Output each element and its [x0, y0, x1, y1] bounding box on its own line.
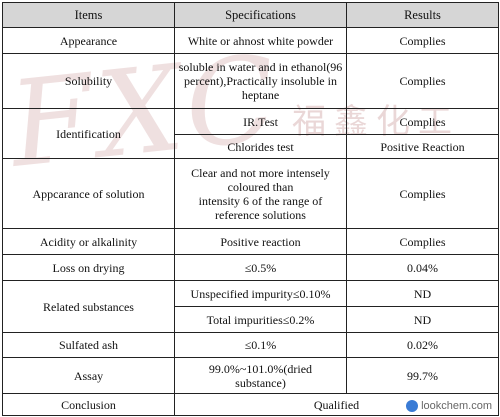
spec-total-impurities: Total impurities≤0.2% — [174, 306, 347, 333]
spec-assay: 99.0%~101.0%(dried substance) — [174, 357, 347, 394]
result-loss-on-drying: 0.04% — [346, 254, 499, 281]
spec-line: coloured than — [227, 179, 294, 194]
result-sulfated-ash: 0.02% — [346, 332, 499, 358]
spec-ir-test: IR.Test — [174, 108, 347, 135]
table-row: Chlorides test Positive Reaction — [3, 134, 499, 159]
table-row: Loss on drying ≤0.5% 0.04% — [2, 254, 499, 281]
spec-unspecified-impurity: Unspecified impurity≤0.10% — [174, 280, 347, 307]
lookchem-logo-icon — [406, 400, 419, 412]
spec-line: reference solutions — [215, 207, 306, 222]
table-row: Appcarance of solution Clear and not mor… — [2, 158, 499, 229]
spec-line: substance) — [235, 375, 286, 390]
item-sulfated-ash: Sulfated ash — [2, 332, 175, 358]
credit-text: lookchem.com — [421, 400, 492, 412]
spec-appearance: White or ahnost white powder — [174, 27, 347, 54]
item-acidity: Acidity or alkalinity — [2, 228, 175, 255]
lookchem-credit: lookchem.com — [406, 400, 492, 412]
result-acidity: Complies — [346, 228, 499, 255]
spec-line: 99.0%~101.0%(dried — [208, 361, 313, 376]
item-identification: Identification — [2, 108, 175, 159]
spec-chlorides-test: Chlorides test — [174, 134, 347, 159]
result-chlorides-test: Positive Reaction — [346, 134, 499, 159]
table-row: Acidity or alkalinity Positive reaction … — [2, 228, 499, 255]
result-conclusion: Qualified — [174, 393, 499, 416]
spec-loss-on-drying: ≤0.5% — [174, 254, 347, 281]
table-row: Conclusion Qualified — [2, 393, 499, 416]
result-total-impurities: ND — [346, 306, 499, 333]
spec-line: Clear and not more intensely — [191, 165, 330, 180]
item-appearance: Appearance — [2, 27, 175, 54]
spec-sulfated-ash: ≤0.1% — [174, 332, 347, 358]
item-loss-on-drying: Loss on drying — [2, 254, 175, 281]
header-row: Items Specifications Results — [2, 2, 499, 28]
table-row: Solubility soluble in water and in ethan… — [2, 53, 499, 109]
header-items: Items — [2, 2, 175, 28]
item-conclusion: Conclusion — [2, 393, 175, 416]
spec-appearance-solution: Clear and not more intensely coloured th… — [174, 158, 347, 229]
table-row: Related substances Unspecified impurity≤… — [2, 280, 499, 333]
spec-acidity: Positive reaction — [174, 228, 347, 255]
table-row: Identification IR.Test Complies — [2, 108, 499, 159]
result-appearance: Complies — [346, 27, 499, 54]
item-assay: Assay — [2, 357, 175, 394]
header-specifications: Specifications — [174, 2, 347, 28]
result-unspecified-impurity: ND — [346, 280, 499, 307]
table-row: Assay 99.0%~101.0%(dried substance) 99.7… — [2, 357, 499, 394]
result-appearance-solution: Complies — [346, 158, 499, 229]
result-assay: 99.7% — [346, 357, 499, 394]
table-row: Sulfated ash ≤0.1% 0.02% — [2, 332, 499, 358]
spec-line: intensity 6 of the range of — [198, 193, 323, 208]
result-ir-test: Complies — [346, 108, 499, 135]
item-related-substances: Related substances — [2, 280, 175, 333]
table-row: Appearance White or ahnost white powder … — [2, 27, 499, 54]
item-appearance-solution: Appcarance of solution — [2, 158, 175, 229]
result-solubility: Complies — [346, 53, 499, 109]
spec-solubility: soluble in water and in ethanol(96 perce… — [174, 53, 347, 109]
header-results: Results — [346, 2, 499, 28]
item-solubility: Solubility — [2, 53, 175, 109]
